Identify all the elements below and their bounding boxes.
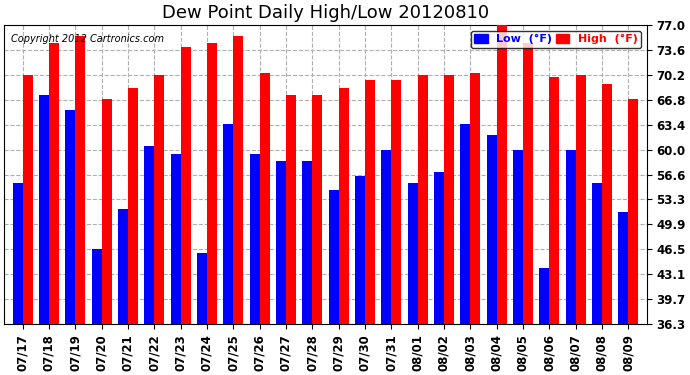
Bar [250,154,259,324]
Bar [602,84,612,324]
Bar [144,146,155,324]
Bar [39,95,49,324]
Bar [417,75,428,324]
Bar [92,249,101,324]
Bar [629,99,638,324]
Bar [233,36,244,324]
Bar [207,44,217,324]
Bar [128,87,138,324]
Bar [181,47,190,324]
Bar [497,25,506,324]
Bar [313,95,322,324]
Bar [471,73,480,324]
Title: Dew Point Daily High/Low 20120810: Dew Point Daily High/Low 20120810 [162,4,489,22]
Bar [486,135,497,324]
Bar [460,124,471,324]
Bar [434,172,444,324]
Bar [382,150,391,324]
Bar [302,161,313,324]
Bar [12,183,23,324]
Bar [259,73,270,324]
Bar [155,75,164,324]
Bar [101,99,112,324]
Bar [444,75,454,324]
Bar [391,80,402,324]
Bar [339,87,348,324]
Legend: Low  (°F), High  (°F): Low (°F), High (°F) [471,31,641,48]
Bar [75,36,86,324]
Bar [575,75,586,324]
Bar [276,161,286,324]
Bar [523,44,533,324]
Bar [286,95,296,324]
Bar [549,76,560,324]
Bar [23,75,32,324]
Bar [566,150,575,324]
Bar [118,209,128,324]
Bar [197,253,207,324]
Bar [618,213,629,324]
Bar [355,176,365,324]
Bar [49,44,59,324]
Bar [592,183,602,324]
Bar [170,154,181,324]
Text: Copyright 2012 Cartronics.com: Copyright 2012 Cartronics.com [10,34,164,44]
Bar [540,267,549,324]
Bar [513,150,523,324]
Bar [328,190,339,324]
Bar [365,80,375,324]
Bar [408,183,417,324]
Bar [224,124,233,324]
Bar [66,110,75,324]
